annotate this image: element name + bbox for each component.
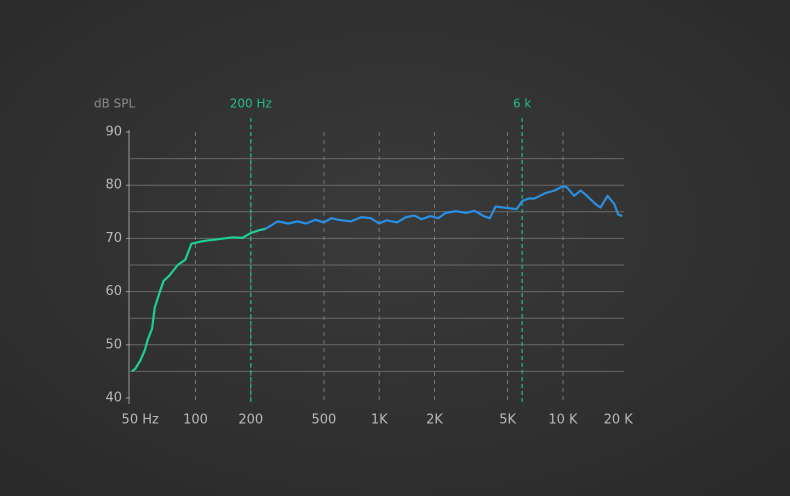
y-tick-label: 80 bbox=[105, 178, 122, 193]
marker-label: 6 k bbox=[513, 97, 531, 111]
x-tick-label: 2K bbox=[426, 413, 443, 428]
response-line bbox=[264, 185, 623, 230]
x-tick-label: 200 bbox=[238, 413, 263, 428]
y-tick-label: 70 bbox=[105, 231, 122, 246]
y-axis-label: dB SPL bbox=[94, 97, 136, 111]
marker-label: 200 Hz bbox=[230, 97, 272, 111]
x-tick-label: 10 K bbox=[548, 413, 578, 428]
y-tick-label: 60 bbox=[105, 284, 122, 299]
x-tick-label: 20 K bbox=[604, 413, 634, 428]
x-tick-label: 1K bbox=[371, 413, 388, 428]
x-tick-label: 100 bbox=[183, 413, 208, 428]
response-line bbox=[131, 227, 266, 373]
y-tick-label: 50 bbox=[105, 337, 122, 352]
x-tick-label: 5K bbox=[499, 413, 516, 428]
x-tick-label: 500 bbox=[311, 413, 336, 428]
y-tick-label: 40 bbox=[105, 391, 122, 406]
y-tick-label: 90 bbox=[105, 125, 122, 140]
x-tick-label: 50 Hz bbox=[122, 413, 159, 428]
